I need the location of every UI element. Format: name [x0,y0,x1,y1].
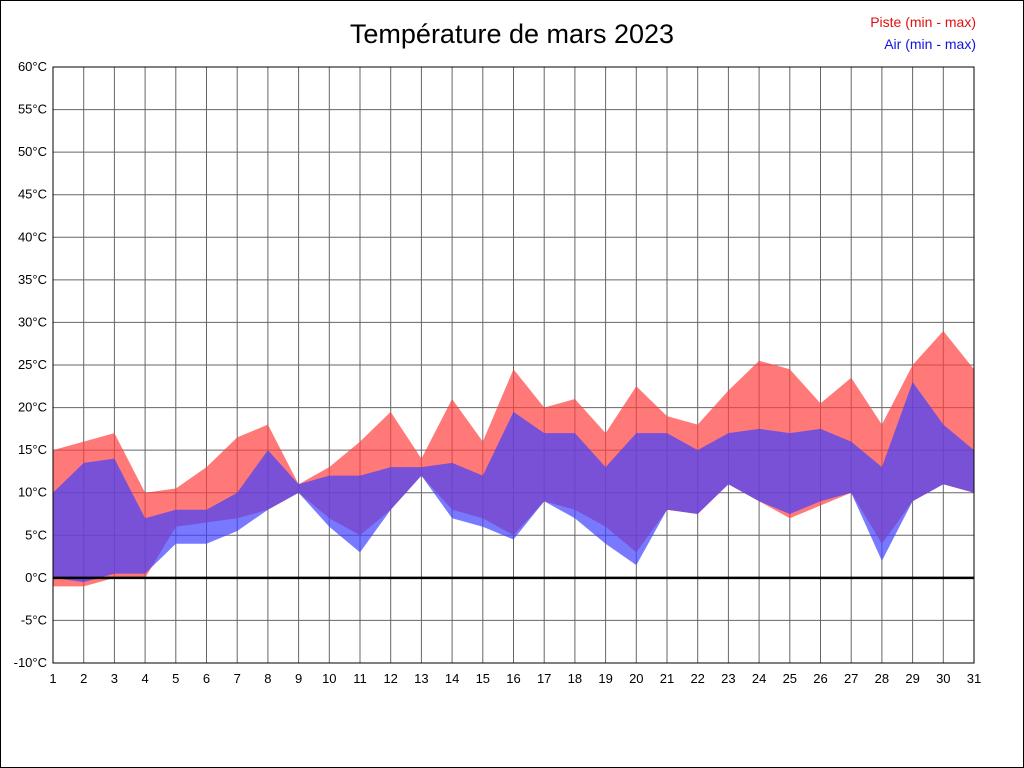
svg-text:20°C: 20°C [18,400,47,415]
grid-group [52,66,975,664]
band-1 [53,382,974,583]
svg-text:11: 11 [353,671,367,686]
svg-text:35°C: 35°C [18,272,47,287]
svg-text:15: 15 [476,671,490,686]
x-axis-labels: 1 2 3 4 5 6 7 8 9 10 11 12 13 14 15 16 17 18 19 20 21 22 23 24 2… [49,671,981,686]
plot-border [52,66,975,664]
svg-text:45°C: 45°C [18,187,47,202]
svg-text:15°C: 15°C [18,442,47,457]
svg-text:29: 29 [905,671,919,686]
svg-text:31: 31 [967,671,981,686]
svg-text:55°C: 55°C [18,102,47,117]
svg-text:30°C: 30°C [18,314,47,329]
chart-legend: Piste (min - max) Air (min - max) [870,11,976,55]
svg-text:10: 10 [322,671,336,686]
svg-text:26: 26 [813,671,827,686]
svg-text:10°C: 10°C [18,485,47,500]
svg-text:5°C: 5°C [25,527,47,542]
legend-item-air: Air (min - max) [884,36,976,52]
svg-text:5: 5 [172,671,179,686]
y-axis-labels: -10°C -5°C 0°C 5°C 10°C 15°C 20°C 25°C 30°C 35°C 4… [14,59,47,670]
svg-text:25: 25 [783,671,797,686]
svg-text:23: 23 [721,671,735,686]
chart-title: Température de mars 2023 [349,19,675,49]
svg-text:50°C: 50°C [18,144,47,159]
svg-text:16: 16 [506,671,520,686]
svg-text:20: 20 [629,671,643,686]
svg-text:8: 8 [264,671,271,686]
svg-text:1: 1 [49,671,56,686]
svg-text:-5°C: -5°C [21,612,47,627]
svg-text:40°C: 40°C [18,229,47,244]
legend-item-piste: Piste (min - max) [870,14,976,30]
svg-text:24: 24 [752,671,766,686]
svg-text:9: 9 [295,671,302,686]
svg-text:6: 6 [203,671,210,686]
svg-text:2: 2 [80,671,87,686]
svg-text:60°C: 60°C [18,59,47,74]
svg-text:17: 17 [537,671,551,686]
svg-text:4: 4 [141,671,148,686]
svg-text:7: 7 [234,671,241,686]
svg-text:22: 22 [690,671,704,686]
svg-text:14: 14 [445,671,459,686]
svg-text:28: 28 [875,671,889,686]
svg-text:30: 30 [936,671,950,686]
svg-text:12: 12 [383,671,397,686]
svg-text:18: 18 [568,671,582,686]
svg-text:19: 19 [598,671,612,686]
svg-text:25°C: 25°C [18,357,47,372]
svg-text:0°C: 0°C [25,570,47,585]
svg-text:21: 21 [660,671,674,686]
svg-text:27: 27 [844,671,858,686]
svg-text:13: 13 [414,671,428,686]
svg-text:3: 3 [111,671,118,686]
svg-text:-10°C: -10°C [14,655,47,670]
